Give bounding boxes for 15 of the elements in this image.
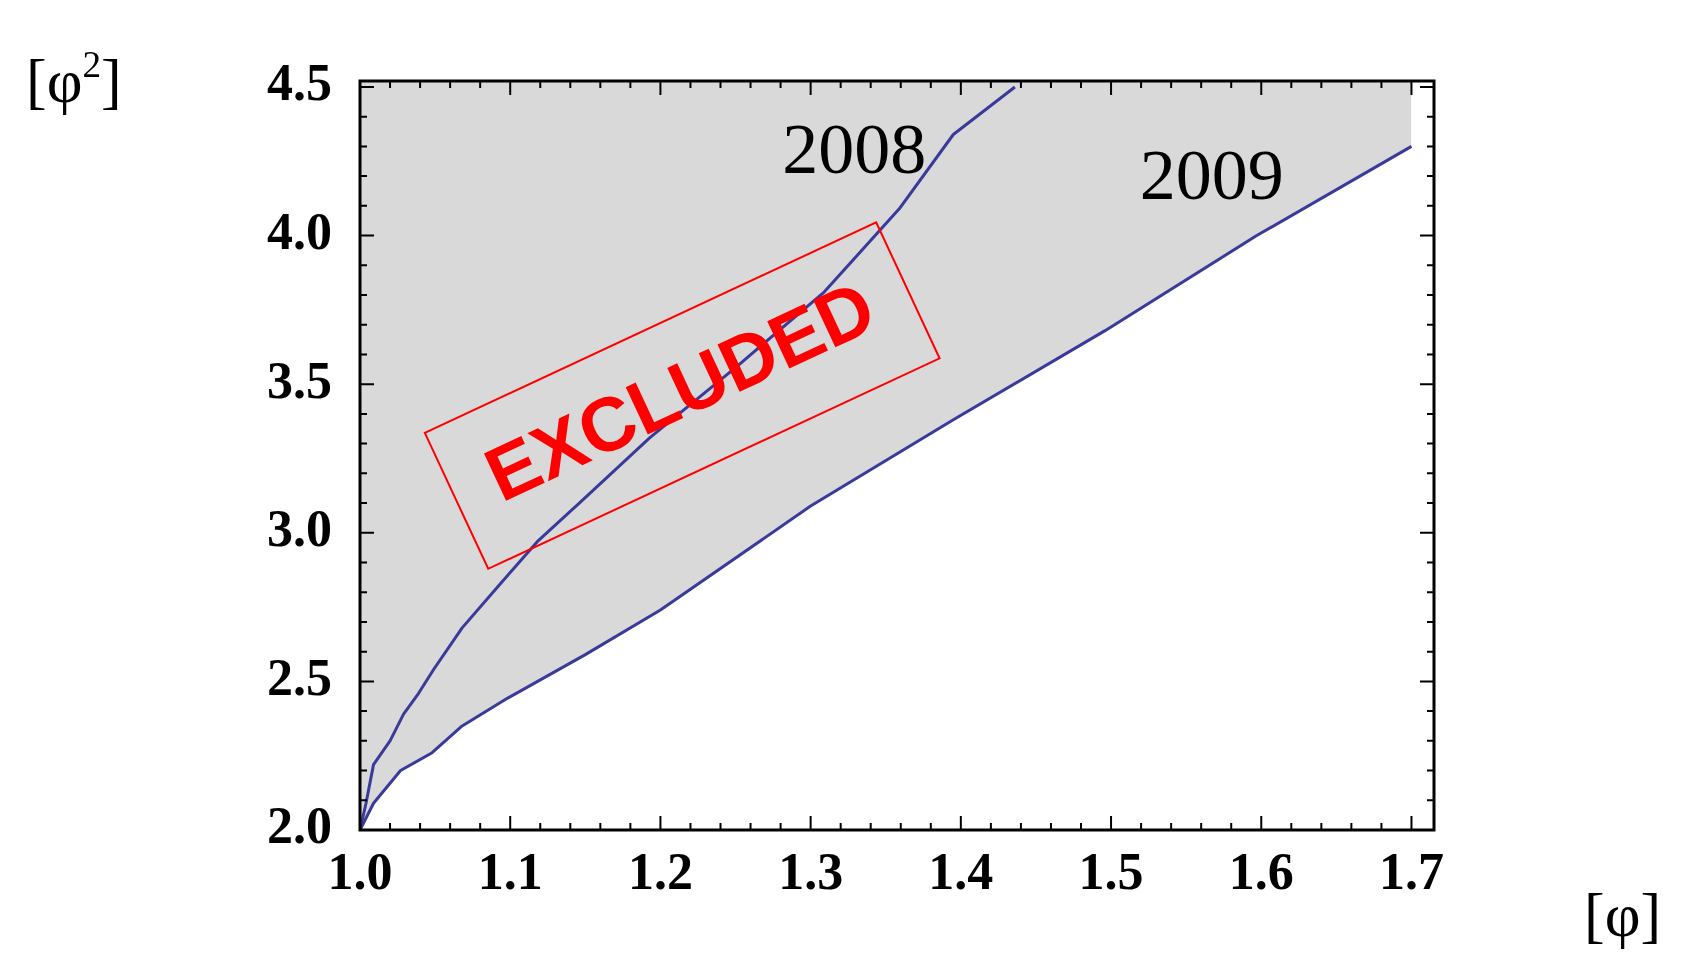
- y-tick-label: 4.5: [267, 54, 332, 112]
- x-tick-label: 1.1: [477, 842, 543, 900]
- x-tick-label: 1.2: [627, 842, 693, 900]
- y-tick-label: 3.5: [267, 351, 332, 409]
- x-tick-label: 1.6: [1228, 842, 1294, 900]
- y-tick-label: 2.5: [267, 648, 332, 706]
- x-tick-label: 1.5: [1078, 842, 1144, 900]
- series-label: 2009: [1139, 135, 1284, 216]
- y-tick-label: 3.0: [267, 500, 332, 558]
- x-tick-label: 1.4: [928, 842, 994, 900]
- x-axis-title: [φ]: [1584, 881, 1662, 950]
- y-tick-label: 4.0: [267, 202, 332, 260]
- series-label: 2008: [782, 108, 927, 189]
- x-tick-label: 1.3: [778, 842, 844, 900]
- x-tick-label: 1.7: [1378, 842, 1444, 900]
